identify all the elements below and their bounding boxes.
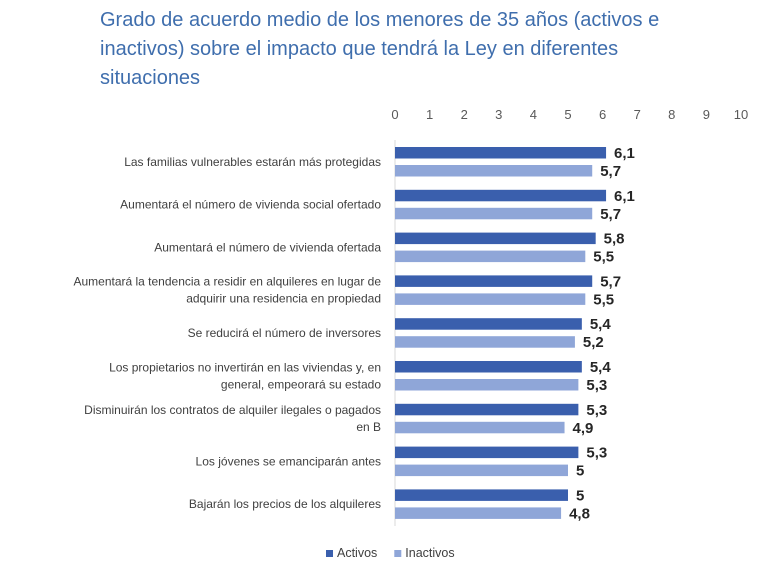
bar-activos [395, 189, 607, 202]
x-tick-label: 8 [668, 107, 675, 122]
legend-label: Activos [337, 546, 377, 560]
chart-title-line: inactivos) sobre el impacto que tendrá l… [100, 38, 619, 60]
x-tick-label: 0 [391, 107, 398, 122]
category-label: Bajarán los precios de los alquileres [189, 497, 381, 511]
data-label: 5,2 [583, 334, 604, 351]
bar-inactivos [395, 464, 568, 477]
data-label: 6,1 [614, 145, 635, 162]
x-tick-label: 10 [734, 107, 748, 122]
category-label: adquirir una residencia en propiedad [186, 292, 381, 306]
bar-activos [395, 489, 568, 501]
data-label: 5,7 [600, 206, 621, 223]
x-tick-label: 2 [461, 107, 468, 122]
x-tick-label: 5 [564, 107, 571, 122]
bar-inactivos [395, 293, 586, 305]
data-label: 5,3 [586, 402, 607, 419]
category-label: Aumentará el número de vivienda social o… [120, 198, 381, 212]
bar-inactivos [395, 421, 565, 434]
x-tick-label: 3 [495, 107, 502, 122]
category-label: Disminuirán los contratos de alquiler il… [84, 403, 381, 417]
data-label: 5,4 [590, 316, 612, 333]
x-tick-label: 9 [703, 107, 710, 122]
data-label: 5 [576, 463, 584, 480]
bar-activos [395, 232, 596, 245]
legend-swatch [394, 550, 402, 557]
data-label: 5,3 [586, 377, 607, 394]
bar-inactivos [395, 165, 593, 177]
bar-activos [395, 318, 582, 330]
category-label: Se reducirá el número de inversores [188, 326, 381, 340]
data-label: 4,8 [569, 505, 590, 522]
data-label: 5 [576, 487, 584, 504]
bar-inactivos [395, 336, 575, 348]
data-label: 6,1 [614, 188, 635, 205]
chart-title-line: situaciones [100, 67, 201, 89]
bar-activos [395, 403, 579, 416]
x-tick-label: 7 [634, 107, 641, 122]
category-label: en B [356, 420, 381, 434]
category-label: Los propietarios no invertirán en las vi… [109, 360, 381, 374]
category-label: Aumentará la tendencia a residir en alqu… [73, 275, 381, 289]
data-label: 5,4 [590, 359, 612, 376]
bar-activos [395, 446, 579, 459]
data-label: 5,7 [600, 273, 621, 290]
bar-inactivos [395, 507, 562, 519]
data-label: 5,5 [593, 249, 614, 266]
legend-swatch [326, 550, 333, 557]
x-tick-label: 1 [426, 107, 433, 122]
bar-activos [395, 147, 607, 159]
data-label: 5,3 [586, 445, 607, 462]
category-label: general, empeorará su estado [221, 377, 381, 391]
category-label: Aumentará el número de vivienda ofertada [154, 240, 381, 254]
bar-inactivos [395, 250, 586, 263]
bar-activos [395, 275, 593, 287]
category-label: Los jóvenes se emanciparán antes [196, 454, 381, 468]
chart-title-line: Grado de acuerdo medio de los menores de… [100, 9, 660, 31]
data-label: 5,7 [600, 163, 621, 180]
data-label: 5,5 [593, 291, 614, 308]
data-label: 4,9 [573, 420, 594, 437]
chart-title: Grado de acuerdo medio de los menores de… [100, 6, 720, 93]
bar-inactivos [395, 207, 593, 220]
category-label: Las familias vulnerables estarán más pro… [124, 155, 381, 169]
legend-label: Inactivos [405, 546, 454, 560]
x-tick-label: 6 [599, 107, 606, 122]
x-tick-label: 4 [530, 107, 537, 122]
bar-inactivos [395, 379, 579, 391]
bar-activos [395, 361, 582, 373]
data-label: 5,8 [604, 231, 625, 248]
